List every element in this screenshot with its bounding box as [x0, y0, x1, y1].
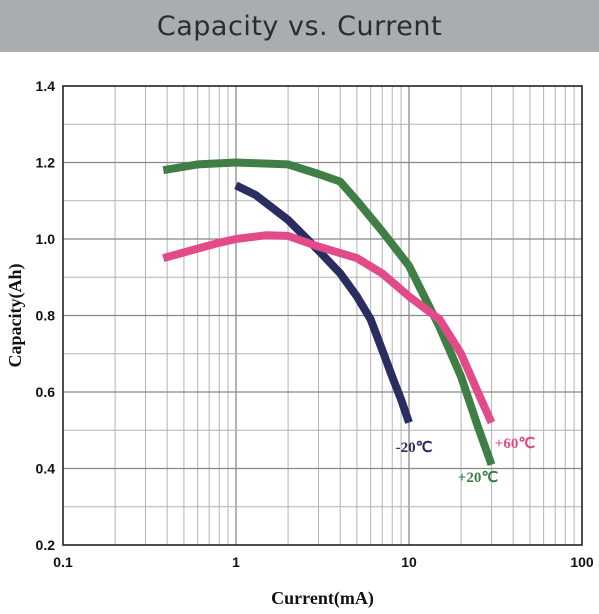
series-label: +20℃: [458, 470, 499, 486]
x-tick-label: 0.1: [53, 554, 73, 570]
x-tick-label: 100: [570, 554, 594, 570]
x-tick-label: 1: [232, 554, 240, 570]
title-bar: Capacity vs. Current: [0, 0, 599, 52]
y-tick-label: 0.4: [36, 461, 56, 477]
plot-frame: [62, 85, 583, 546]
y-tick-label: 0.8: [36, 308, 56, 324]
y-tick-label: 1.2: [36, 155, 56, 171]
series-label-group: +20℃ -20℃ +60℃: [396, 436, 536, 486]
y-tick-label: 0.2: [36, 537, 56, 553]
y-axis-label: Capacity(Ah): [5, 264, 26, 368]
x-tick-labels: 0.1 1 10 100: [53, 554, 594, 570]
chart-title: Capacity vs. Current: [156, 10, 443, 42]
series-line: [162, 158, 496, 467]
y-tick-label: 1.4: [36, 78, 56, 94]
x-tick-label: 10: [401, 554, 417, 570]
series-label: +60℃: [495, 436, 536, 452]
series-line: [162, 231, 496, 425]
y-tick-label: 1.0: [36, 231, 56, 247]
y-tick-labels: 0.2 0.4 0.6 0.8 1.0 1.2 1.4: [36, 78, 56, 553]
series-line: [234, 181, 413, 424]
x-axis-label: Current(mA): [271, 588, 374, 609]
series-label: -20℃: [396, 440, 433, 456]
grid: [63, 86, 582, 545]
y-tick-label: 0.6: [36, 384, 56, 400]
series-group: [162, 158, 496, 467]
